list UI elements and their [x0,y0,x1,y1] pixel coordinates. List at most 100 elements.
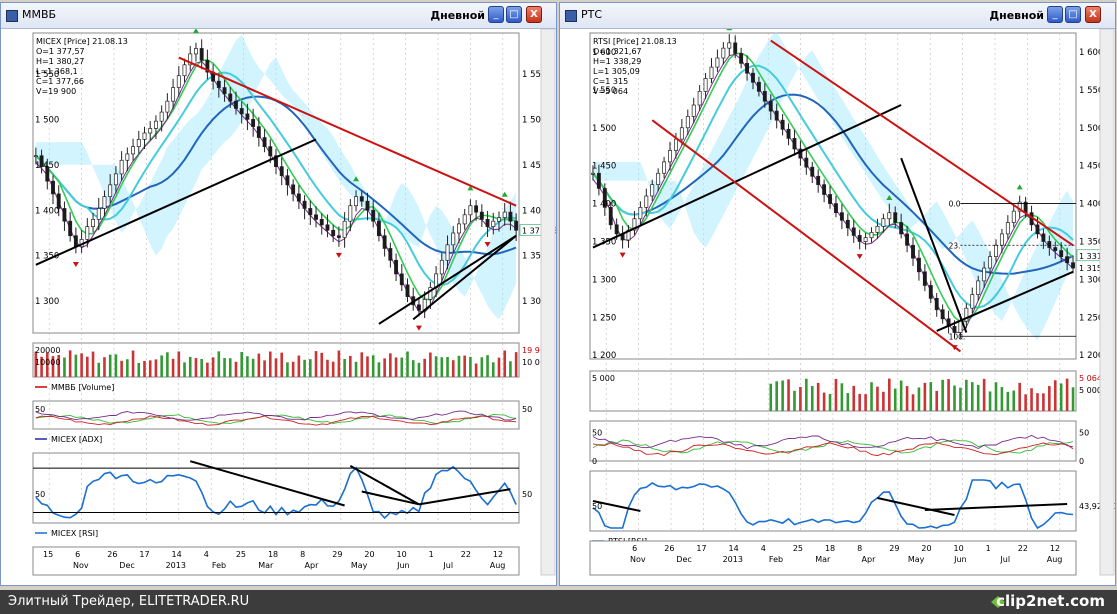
date-tick-label: 20 [364,550,374,559]
resistance-trend-line [178,56,517,207]
volume-bar [905,386,909,411]
volume-bar [211,357,215,377]
price-bar-body [1071,262,1075,269]
volume-bar [354,361,358,377]
price-bar-body [911,244,915,259]
clip2net-logo-text: clip2net.com [996,592,1105,610]
close-button[interactable]: X [1085,6,1101,23]
date-tick-label: 14 [172,550,182,559]
micex-chart-window[interactable]: ММВБ Дневной _ □ X 1 550 1 500 1 450 1 400 1… [0,2,557,586]
window-title: ММВБ [22,8,57,21]
price-bar-body [964,307,969,322]
volume-bar [263,360,266,377]
month-tick-label: Apr [305,561,320,570]
price-bar-body [131,146,136,155]
fib-level-label: 0.0 [949,200,961,209]
chart-window-icon [565,10,577,22]
volume-bar [343,358,346,377]
title-bar[interactable]: РТС Дневной _ □ X [560,3,1115,29]
price-bar-body [96,208,101,220]
price-bar-body [188,53,193,66]
volume-bar [40,356,43,377]
price-info-line: C=1 315 [593,77,628,86]
price-bar-body [733,42,738,54]
volume-bar [970,382,974,411]
volume-bar [822,392,826,411]
volume-bar [509,361,512,377]
volume-bar [1048,386,1051,411]
volume-bar [160,355,163,377]
month-tick-label: Apr [862,555,877,564]
price-bar-body [751,72,755,83]
volume-bar [103,357,106,377]
price-bar-body [268,146,273,157]
price-bar-body [934,297,939,311]
fractal-down-marker [619,252,626,258]
volume-bar [503,350,507,377]
volume-bar [297,355,301,377]
volume-bar [108,354,112,377]
price-axis-tick-left: 1 550 [35,70,59,80]
price-axis-tick-left: 1 200 [592,351,616,361]
period-label[interactable]: Дневной [430,9,485,22]
rts-chart-window[interactable]: РТС Дневной _ □ X 1 600 1 550 1 500 1 450 1 … [559,2,1116,586]
volume-bar [63,357,66,377]
date-axis-frame [32,546,520,576]
close-button[interactable]: X [526,6,542,23]
maximize-button[interactable]: □ [1065,6,1081,23]
price-bar-body [502,211,507,218]
volume-bar [331,361,335,377]
price-bar-body [451,232,456,246]
price-bar-body [591,172,595,175]
price-axis-tick-right: 1 400 [522,206,546,216]
price-bar-body [1053,247,1058,251]
date-tick-label: 18 [825,544,835,553]
period-label[interactable]: Дневной [989,9,1044,22]
volume-bar [120,360,123,377]
price-bar-body [976,280,981,295]
volume-bar [941,379,944,411]
date-tick-label: 29 [332,550,342,559]
price-bar-body [845,219,850,229]
price-bar-body [508,211,513,222]
date-tick-label: 17 [696,544,706,553]
volume-bar [491,362,495,377]
ichimoku-cloud [35,34,517,320]
volume-bar [371,355,375,377]
volume-bar [911,394,915,411]
price-bar-body [342,220,347,238]
last-price-label: 1 377,65 [522,227,556,236]
price-bar-body [51,180,55,195]
volume-bar [326,359,329,377]
fractal-down-marker [335,252,342,258]
title-bar[interactable]: ММВБ Дневной _ □ X [1,3,556,29]
date-tick-label: 4 [204,550,209,559]
price-bar-body [497,217,501,222]
volume-bar [314,351,318,377]
volume-bar [994,382,998,411]
volume-bar [400,357,404,377]
maximize-button[interactable]: □ [506,6,522,23]
volume-bar [469,356,472,377]
price-bar-body [727,42,732,49]
minimize-button[interactable]: _ [488,6,504,23]
price-bar-body [608,207,613,226]
volume-bar [251,358,255,377]
price-bar-body [234,100,238,109]
price-bar-body [768,100,773,112]
price-bar-body [1005,222,1010,235]
price-bar-body [780,119,785,130]
fractal-up-marker [886,195,893,201]
volume-bar [406,351,409,377]
volume-bar [171,358,175,377]
rsi-axis-tick: 50 [35,490,45,499]
price-bar-body [596,172,601,189]
volume-bar [1030,388,1033,411]
minimize-button[interactable]: _ [1047,6,1063,23]
price-bar-body [905,233,910,246]
volume-bar [840,383,844,411]
price-bar-body [602,188,607,208]
price-bar-body [251,119,256,127]
